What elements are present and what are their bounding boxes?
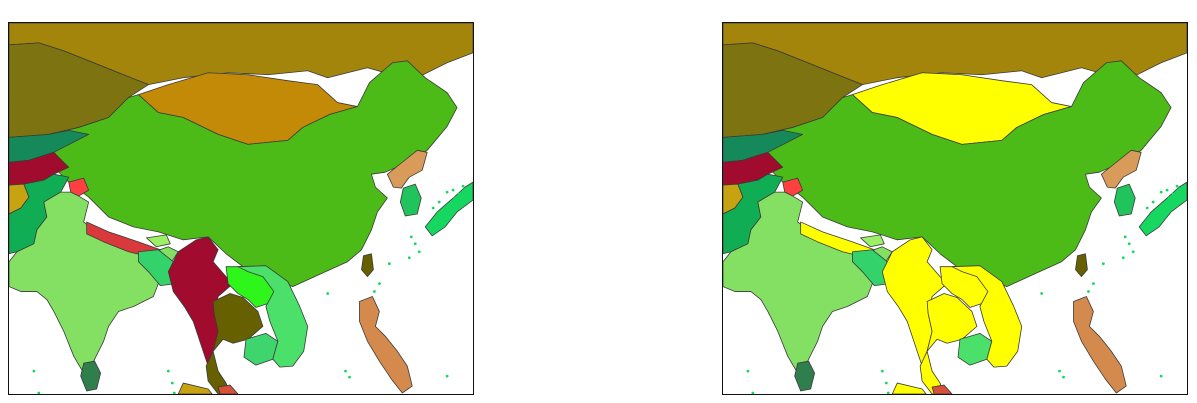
island-dot <box>437 200 441 204</box>
island-dot <box>457 192 461 196</box>
island-dot <box>172 391 176 394</box>
island-dot <box>1101 262 1105 266</box>
island-dot <box>441 208 445 212</box>
island-dot <box>344 369 347 373</box>
island-dot <box>1092 282 1095 285</box>
island-dot <box>1145 206 1149 210</box>
island-dot <box>326 292 330 295</box>
island-dot <box>751 391 755 394</box>
region-vietnam <box>951 265 1023 368</box>
region-bangladesh <box>138 249 177 286</box>
region-indonesia <box>891 382 927 394</box>
island-dot <box>445 190 449 194</box>
region-cambodia <box>243 332 279 366</box>
island-dot <box>378 282 381 285</box>
island-dot <box>409 235 413 239</box>
map-svg <box>723 23 1187 394</box>
island-dot <box>1121 256 1125 260</box>
island-dot <box>37 391 41 394</box>
region-north-korea <box>1100 149 1142 189</box>
region-thailand <box>205 293 264 394</box>
island-dots <box>746 184 1179 394</box>
island-dot <box>32 369 36 373</box>
island-dot <box>1159 374 1163 378</box>
region-thailand <box>919 293 978 394</box>
region-china <box>757 60 1172 287</box>
island-dot <box>1175 184 1179 188</box>
island-dot <box>1123 235 1127 239</box>
region-sri-lanka <box>80 360 102 392</box>
island-dot <box>431 206 435 210</box>
region-philippines <box>1073 296 1127 394</box>
island-dot <box>417 250 421 254</box>
map-svg <box>9 23 473 394</box>
region-malaysia <box>217 384 239 394</box>
region-bhutan <box>860 234 885 248</box>
island-dot <box>1087 290 1090 293</box>
island-dot <box>1155 208 1159 212</box>
island-dot <box>413 242 417 246</box>
region-kashmir <box>68 177 90 197</box>
island-dot <box>1151 200 1155 204</box>
region-malaysia <box>931 384 953 394</box>
region-bhutan <box>146 234 171 248</box>
island-dot <box>1127 242 1131 246</box>
island-dot <box>461 184 465 188</box>
region-taiwan <box>361 253 374 278</box>
island-dot <box>746 369 750 373</box>
island-dot <box>1040 292 1044 295</box>
map-panel-right <box>722 22 1188 395</box>
island-dots <box>32 184 465 394</box>
island-dot <box>1058 369 1061 373</box>
island-dot <box>445 374 449 378</box>
island-dot <box>373 290 376 293</box>
island-dot <box>1131 250 1135 254</box>
map-panel-left <box>8 22 474 395</box>
region-vietnam <box>237 265 309 368</box>
island-dot <box>886 391 890 394</box>
region-philippines <box>359 296 413 394</box>
island-dot <box>1167 196 1171 200</box>
region-taiwan <box>1075 253 1088 278</box>
region-indonesia <box>177 382 213 394</box>
island-dot <box>451 188 455 192</box>
island-dot <box>453 196 457 200</box>
island-dot <box>170 381 174 385</box>
region-north-korea <box>386 149 428 189</box>
island-dot <box>1062 375 1065 379</box>
island-dot <box>407 256 411 260</box>
region-japan <box>1138 181 1187 237</box>
region-bangladesh <box>852 249 891 286</box>
island-dot <box>348 375 351 379</box>
island-dot <box>387 262 391 266</box>
island-dot <box>166 369 170 373</box>
region-cambodia <box>957 332 993 366</box>
island-dot <box>884 381 888 385</box>
island-dot <box>1171 192 1175 196</box>
region-china <box>43 60 458 287</box>
region-japan <box>424 181 473 237</box>
region-south-korea <box>399 183 422 217</box>
region-south-korea <box>1113 183 1136 217</box>
island-dot <box>1165 188 1169 192</box>
island-dot <box>880 369 884 373</box>
island-dot <box>1159 190 1163 194</box>
region-sri-lanka <box>794 360 816 392</box>
region-kashmir <box>782 177 804 197</box>
